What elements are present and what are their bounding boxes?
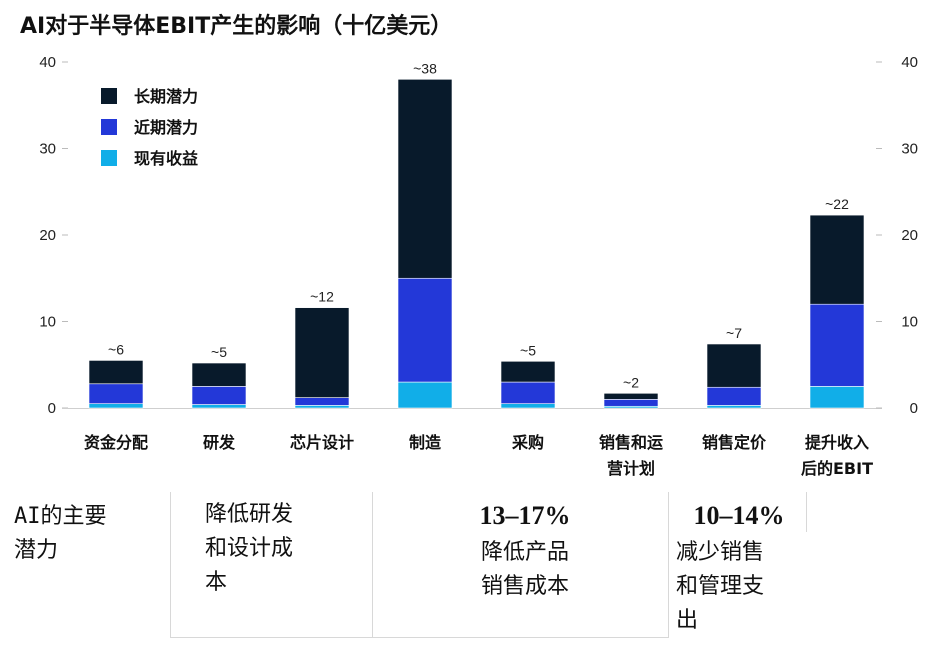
- data-label: ~22: [825, 196, 849, 212]
- panel-text: 降低研发: [205, 502, 294, 527]
- bar-segment: [706, 343, 762, 388]
- data-label: ~12: [310, 289, 334, 305]
- bar-segment: [809, 214, 865, 305]
- bar-segment: [294, 397, 350, 406]
- bar-segment: [191, 404, 247, 409]
- divider: [668, 492, 669, 638]
- legend-swatch: [101, 150, 117, 166]
- y-tick-label: 0: [48, 400, 56, 417]
- panel-text: 和管理支: [676, 574, 765, 599]
- y-tick-label: 20: [901, 227, 918, 244]
- bar-segment: [294, 307, 350, 398]
- data-label: ~5: [211, 344, 227, 360]
- panel-percent: 13–17%: [479, 501, 571, 530]
- panel-text: 潜力: [14, 538, 59, 563]
- bar-segment: [500, 403, 556, 409]
- panel-ai-potential: AI的主要 潜力: [14, 500, 107, 568]
- category-label: 销售和运: [599, 433, 663, 452]
- legend-label: 现有收益: [134, 149, 198, 168]
- category-label: 后的EBIT: [801, 459, 873, 478]
- data-label: ~6: [108, 341, 124, 357]
- bars-group: [88, 79, 865, 409]
- category-label: 芯片设计: [290, 433, 354, 452]
- divider: [372, 492, 373, 638]
- panel-text: AI的主要: [14, 504, 107, 529]
- bar-segment: [191, 386, 247, 405]
- y-axis-left: 0 10 20 30 40: [39, 54, 882, 417]
- data-label: ~2: [623, 374, 639, 390]
- panel-text: 减少销售: [676, 540, 765, 565]
- y-tick-label: 40: [901, 54, 918, 71]
- bar-segment: [603, 392, 659, 400]
- divider: [806, 492, 807, 532]
- panel-percent: 10–14%: [693, 501, 785, 530]
- y-tick-label: 30: [901, 141, 918, 158]
- bar-segment: [88, 360, 144, 385]
- divider: [170, 492, 171, 638]
- y-tick-label: 10: [39, 314, 56, 331]
- bar-segment: [88, 383, 144, 404]
- panel-sga: 10–14% 减少销售 和管理支 出: [676, 496, 802, 638]
- bar-segment: [500, 381, 556, 404]
- panel-text: 本: [205, 570, 228, 595]
- bar-segment: [809, 303, 865, 387]
- bar-segment: [294, 405, 350, 409]
- category-label: 营计划: [607, 459, 655, 478]
- bar-segment: [500, 360, 556, 383]
- bar-segment: [397, 277, 453, 383]
- data-labels-group: ~6 ~5 ~12 ~38 ~5 ~2 ~7 ~22: [108, 60, 849, 390]
- bar-segment: [397, 79, 453, 279]
- bar-segment: [809, 386, 865, 409]
- panel-text: 销售成本: [480, 574, 569, 599]
- panel-text: 和设计成: [205, 536, 294, 561]
- chart-title: AI对于半导体EBIT产生的影响（十亿美元）: [20, 14, 453, 39]
- y-tick-label: 10: [901, 314, 918, 331]
- category-label: 提升收入: [805, 433, 869, 452]
- y-tick-label: 30: [39, 141, 56, 158]
- legend-swatch: [101, 88, 117, 104]
- y-tick-label: 20: [39, 227, 56, 244]
- category-label: 制造: [409, 433, 442, 452]
- legend-label: 近期潜力: [134, 118, 198, 137]
- data-label: ~38: [413, 60, 437, 76]
- bar-segment: [706, 386, 762, 406]
- panel-rd-design: 降低研发 和设计成 本: [205, 498, 293, 600]
- panel-cogs: 13–17% 降低产品 销售成本: [460, 496, 590, 604]
- panel-text: 降低产品: [480, 540, 569, 565]
- bar-segment: [191, 362, 247, 387]
- legend-swatch: [101, 119, 117, 135]
- y-tick-label: 40: [39, 54, 56, 71]
- y-tick-label: 0: [910, 400, 918, 417]
- legend-label: 长期潜力: [134, 87, 198, 106]
- category-label: 资金分配: [84, 433, 148, 452]
- category-label: 采购: [511, 433, 544, 452]
- divider: [170, 637, 668, 638]
- panel-text: 出: [676, 608, 699, 633]
- category-label: 研发: [203, 433, 236, 452]
- data-label: ~5: [520, 342, 536, 358]
- y-axis-right: 0 10 20 30 40: [876, 54, 918, 417]
- data-label: ~7: [726, 325, 742, 341]
- bar-segment: [706, 405, 762, 409]
- bar-segment: [397, 381, 453, 409]
- bar-segment: [88, 403, 144, 409]
- bar-segment: [603, 399, 659, 407]
- category-label: 销售定价: [702, 433, 767, 452]
